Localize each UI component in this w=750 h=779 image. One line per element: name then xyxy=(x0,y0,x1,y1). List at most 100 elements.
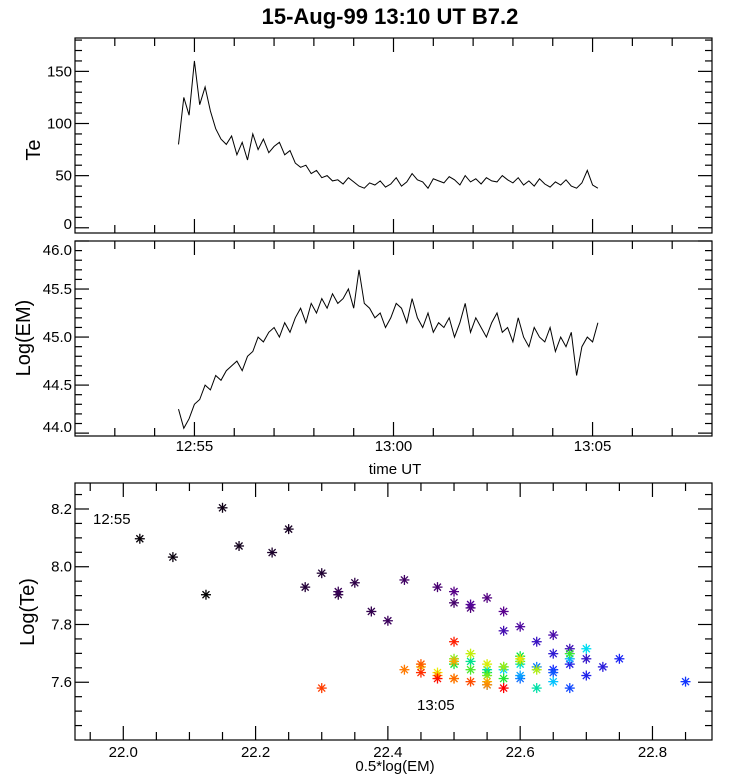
scatter-point-stroke xyxy=(582,654,591,663)
scatter-point-stroke xyxy=(367,607,376,616)
scatter-point-stroke xyxy=(615,654,624,663)
scatter-point xyxy=(449,673,460,684)
scatter-point-stroke xyxy=(317,569,326,578)
scatter-point xyxy=(465,676,476,687)
scatter-point-stroke xyxy=(317,684,326,693)
scatter-point xyxy=(415,659,426,670)
scatter-point xyxy=(449,586,460,597)
scatter-point-stroke xyxy=(334,587,343,596)
scatter-point-stroke xyxy=(450,657,458,666)
scatter-point-stroke xyxy=(433,674,442,683)
annotation-end: 13:05 xyxy=(417,697,455,714)
y-tick-label: 8.2 xyxy=(51,501,72,518)
scatter-point xyxy=(548,676,559,687)
y-tick-label: 100 xyxy=(47,116,72,133)
te-ylabel: Te xyxy=(23,139,45,160)
scatter-point-stroke xyxy=(416,660,425,669)
scatter-point-stroke xyxy=(549,631,558,640)
scatter-point xyxy=(217,502,228,513)
scatter-point-stroke xyxy=(499,684,508,693)
scatter-point-stroke xyxy=(466,649,475,658)
scatter-point-stroke xyxy=(598,662,607,671)
scatter-point xyxy=(564,648,575,659)
scatter-point xyxy=(267,547,278,558)
scatter-point-stroke xyxy=(499,662,508,671)
scatter-point xyxy=(415,667,426,678)
scatter-panel-frame xyxy=(74,482,713,741)
scatter-point-stroke xyxy=(681,677,690,686)
scatter-point-stroke xyxy=(383,616,392,625)
scatter-point xyxy=(515,670,526,681)
scatter-point xyxy=(465,664,476,675)
scatter-point-stroke xyxy=(450,637,458,646)
scatter-point xyxy=(449,636,460,647)
scatter-point-stroke xyxy=(532,684,541,693)
scatter-point xyxy=(515,653,526,664)
scatter-point xyxy=(300,582,311,593)
scatter-point xyxy=(399,574,410,585)
scatter-point xyxy=(449,597,460,608)
y-tick-label: 8.0 xyxy=(51,559,72,576)
scatter-point-stroke xyxy=(301,583,310,592)
scatter-point xyxy=(548,630,559,641)
scatter-point xyxy=(531,664,542,675)
scatter-point xyxy=(597,661,608,672)
scatter-point xyxy=(498,673,509,684)
scatter-point-stroke xyxy=(532,665,541,674)
scatter-point-stroke xyxy=(450,587,458,596)
scatter-point xyxy=(366,606,377,617)
scatter-point-stroke xyxy=(416,668,425,677)
scatter-point-stroke xyxy=(565,684,574,693)
em-panel: Log(EM) time UT 12:55 13:00 13:05 44.0 44.5 4… xyxy=(13,240,713,478)
scatter-point xyxy=(465,599,476,610)
scatter-point-stroke xyxy=(400,665,409,674)
scatter-point-stroke xyxy=(466,657,475,666)
te-series-line xyxy=(178,60,599,190)
scatter-point xyxy=(167,552,178,563)
scatter-point-stroke xyxy=(284,525,293,534)
scatter-point-stroke xyxy=(483,660,492,669)
scatter-point-stroke xyxy=(466,665,475,674)
scatter-point-stroke xyxy=(433,583,442,592)
scatter-point xyxy=(399,664,410,675)
scatter-point-stroke xyxy=(565,649,574,658)
scatter-point-stroke xyxy=(135,534,144,543)
scatter-point-stroke xyxy=(268,548,277,557)
scatter-point-stroke xyxy=(532,637,541,646)
scatter-point xyxy=(680,676,691,687)
scatter-point-stroke xyxy=(499,626,508,635)
scatter-point xyxy=(234,540,245,551)
x-tick-label: 13:00 xyxy=(375,438,413,455)
scatter-point-stroke xyxy=(499,674,508,683)
scatter-point-stroke xyxy=(499,607,508,616)
y-tick-label: 45.0 xyxy=(43,329,72,346)
scatter-point-stroke xyxy=(202,590,210,599)
y-tick-label: 45.5 xyxy=(43,281,72,298)
y-tick-label: 50 xyxy=(55,168,72,185)
scatter-point xyxy=(432,673,443,684)
scatter-point xyxy=(498,661,509,672)
em-panel-frame xyxy=(74,240,713,437)
scatter-point-stroke xyxy=(466,677,475,686)
scatter-point xyxy=(498,683,509,694)
y-tick-label: 7.6 xyxy=(51,674,72,691)
y-tick-label: 7.8 xyxy=(51,616,72,633)
scatter-point xyxy=(531,683,542,694)
scatter-point-stroke xyxy=(483,593,492,602)
em-xlabel: time UT xyxy=(369,461,422,478)
x-tick-label: 22.8 xyxy=(638,744,667,761)
scatter-point-stroke xyxy=(549,649,558,658)
scatter-point-stroke xyxy=(582,644,591,653)
scatter-point-stroke xyxy=(483,680,492,689)
y-tick-label: 44.5 xyxy=(43,377,72,394)
x-tick-label: 22.0 xyxy=(109,744,138,761)
y-tick-label: 0 xyxy=(64,216,72,233)
scatter-point-stroke xyxy=(549,677,558,686)
x-tick-label: 22.6 xyxy=(506,744,535,761)
em-ylabel: Log(EM) xyxy=(13,300,35,377)
scatter-ylabel: Log(Te) xyxy=(17,578,39,646)
scatter-point xyxy=(349,577,360,588)
scatter-point xyxy=(482,679,493,690)
scatter-point xyxy=(564,683,575,694)
